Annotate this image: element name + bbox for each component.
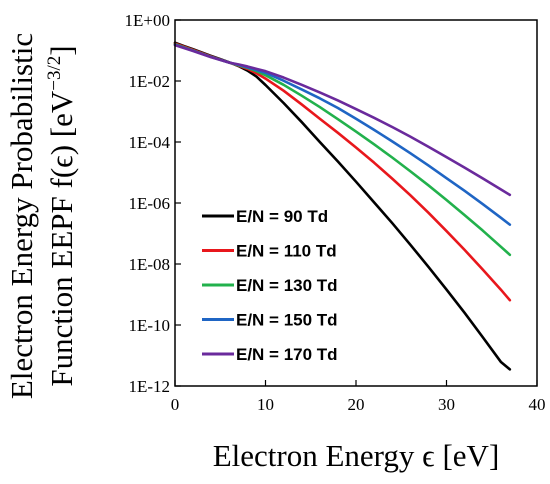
legend-label-5: E/N = 170 Td xyxy=(236,345,338,364)
x-axis-title: Electron Energy ϵ [eV] xyxy=(213,438,500,473)
series-line-3 xyxy=(173,42,512,257)
y-axis-title-exponent: −3/2 xyxy=(44,56,65,91)
plot-area xyxy=(173,19,538,387)
y-tick-label: 1E-06 xyxy=(128,194,170,213)
y-tick-label: 1E+00 xyxy=(125,11,170,30)
y-tick-label: 1E-10 xyxy=(128,316,170,335)
series-line-2 xyxy=(173,42,512,302)
y-axis-ticks: 1E+00 1E-02 1E-04 1E-06 1E-08 1E-10 1E-12 xyxy=(125,11,181,396)
series-line-5 xyxy=(173,43,512,197)
y-axis-title-line2: Function EEPF f(ϵ) [eV−3/2] xyxy=(44,45,79,386)
y-tick-label: 1E-08 xyxy=(128,255,170,274)
y-tick-label: 1E-02 xyxy=(128,72,170,91)
series-line-4 xyxy=(173,43,512,226)
y-axis-title-line1: Electron Energy Probabilistic xyxy=(4,33,39,399)
x-tick-label: 20 xyxy=(348,395,365,414)
x-tick-label: 10 xyxy=(257,395,274,414)
x-tick-label: 30 xyxy=(438,395,455,414)
y-axis-title-close: ] xyxy=(44,45,79,55)
x-axis-ticks: 0 10 20 30 40 xyxy=(171,380,546,414)
legend-label-4: E/N = 150 Td xyxy=(236,311,338,330)
series-layer xyxy=(173,41,512,371)
y-axis-title-main: Function EEPF f(ϵ) [eV xyxy=(44,90,79,386)
y-tick-label: 1E-04 xyxy=(128,133,170,152)
legend: E/N = 90 Td E/N = 110 Td E/N = 130 Td E/N =… xyxy=(202,207,338,364)
y-axis-title: Electron Energy Probabilistic Function E… xyxy=(4,33,79,399)
legend-label-2: E/N = 110 Td xyxy=(236,242,337,261)
x-tick-label: 0 xyxy=(171,395,180,414)
legend-label-3: E/N = 130 Td xyxy=(236,276,338,295)
y-tick-label: 1E-12 xyxy=(128,377,170,396)
legend-label-1: E/N = 90 Td xyxy=(236,207,328,226)
x-tick-label: 40 xyxy=(529,395,546,414)
